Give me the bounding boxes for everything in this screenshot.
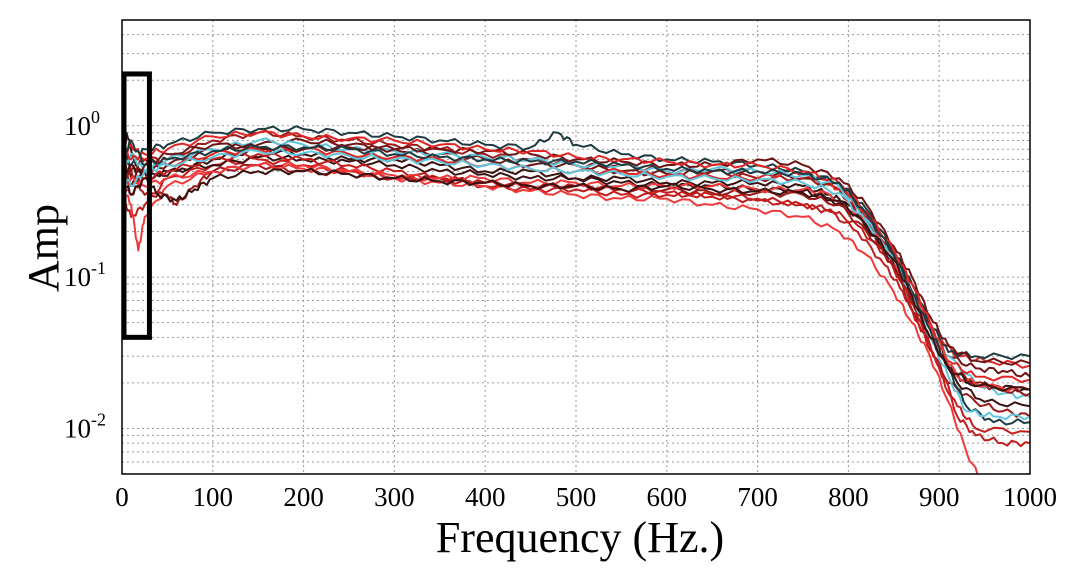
x-tick-label: 800 bbox=[828, 482, 869, 512]
series-line bbox=[122, 161, 979, 474]
y-axis-label: Amp bbox=[19, 204, 68, 292]
series-line bbox=[122, 130, 1030, 383]
series-line bbox=[122, 156, 1030, 448]
y-tick-label: 100 bbox=[64, 107, 100, 141]
highlight-box bbox=[121, 71, 152, 340]
x-tick-label: 400 bbox=[465, 482, 506, 512]
y-tick-label: 10-1 bbox=[64, 258, 106, 292]
x-tick-label: 100 bbox=[193, 482, 234, 512]
y-tick-label: 10-2 bbox=[64, 409, 106, 443]
x-tick-label: 600 bbox=[647, 482, 688, 512]
x-axis-label: Frequency (Hz.) bbox=[436, 513, 724, 562]
x-tick-label: 200 bbox=[283, 482, 324, 512]
x-tick-label: 500 bbox=[556, 482, 597, 512]
x-tick-label: 300 bbox=[374, 482, 415, 512]
series-line bbox=[122, 129, 1030, 418]
series-line bbox=[122, 142, 1030, 366]
x-tick-label: 1000 bbox=[1003, 482, 1057, 512]
x-tick-label: 700 bbox=[737, 482, 778, 512]
x-tick-label: 900 bbox=[919, 482, 960, 512]
series-line bbox=[122, 125, 1030, 361]
y-tick-labels: 100 10-1 10-2 bbox=[64, 107, 106, 444]
x-tick-label: 0 bbox=[115, 482, 129, 512]
series-line bbox=[122, 139, 1030, 426]
series-line bbox=[122, 168, 1030, 392]
series-group bbox=[122, 125, 1030, 474]
x-tick-labels: 0 100 200 300 400 500 600 700 800 900 1000 bbox=[115, 482, 1057, 512]
